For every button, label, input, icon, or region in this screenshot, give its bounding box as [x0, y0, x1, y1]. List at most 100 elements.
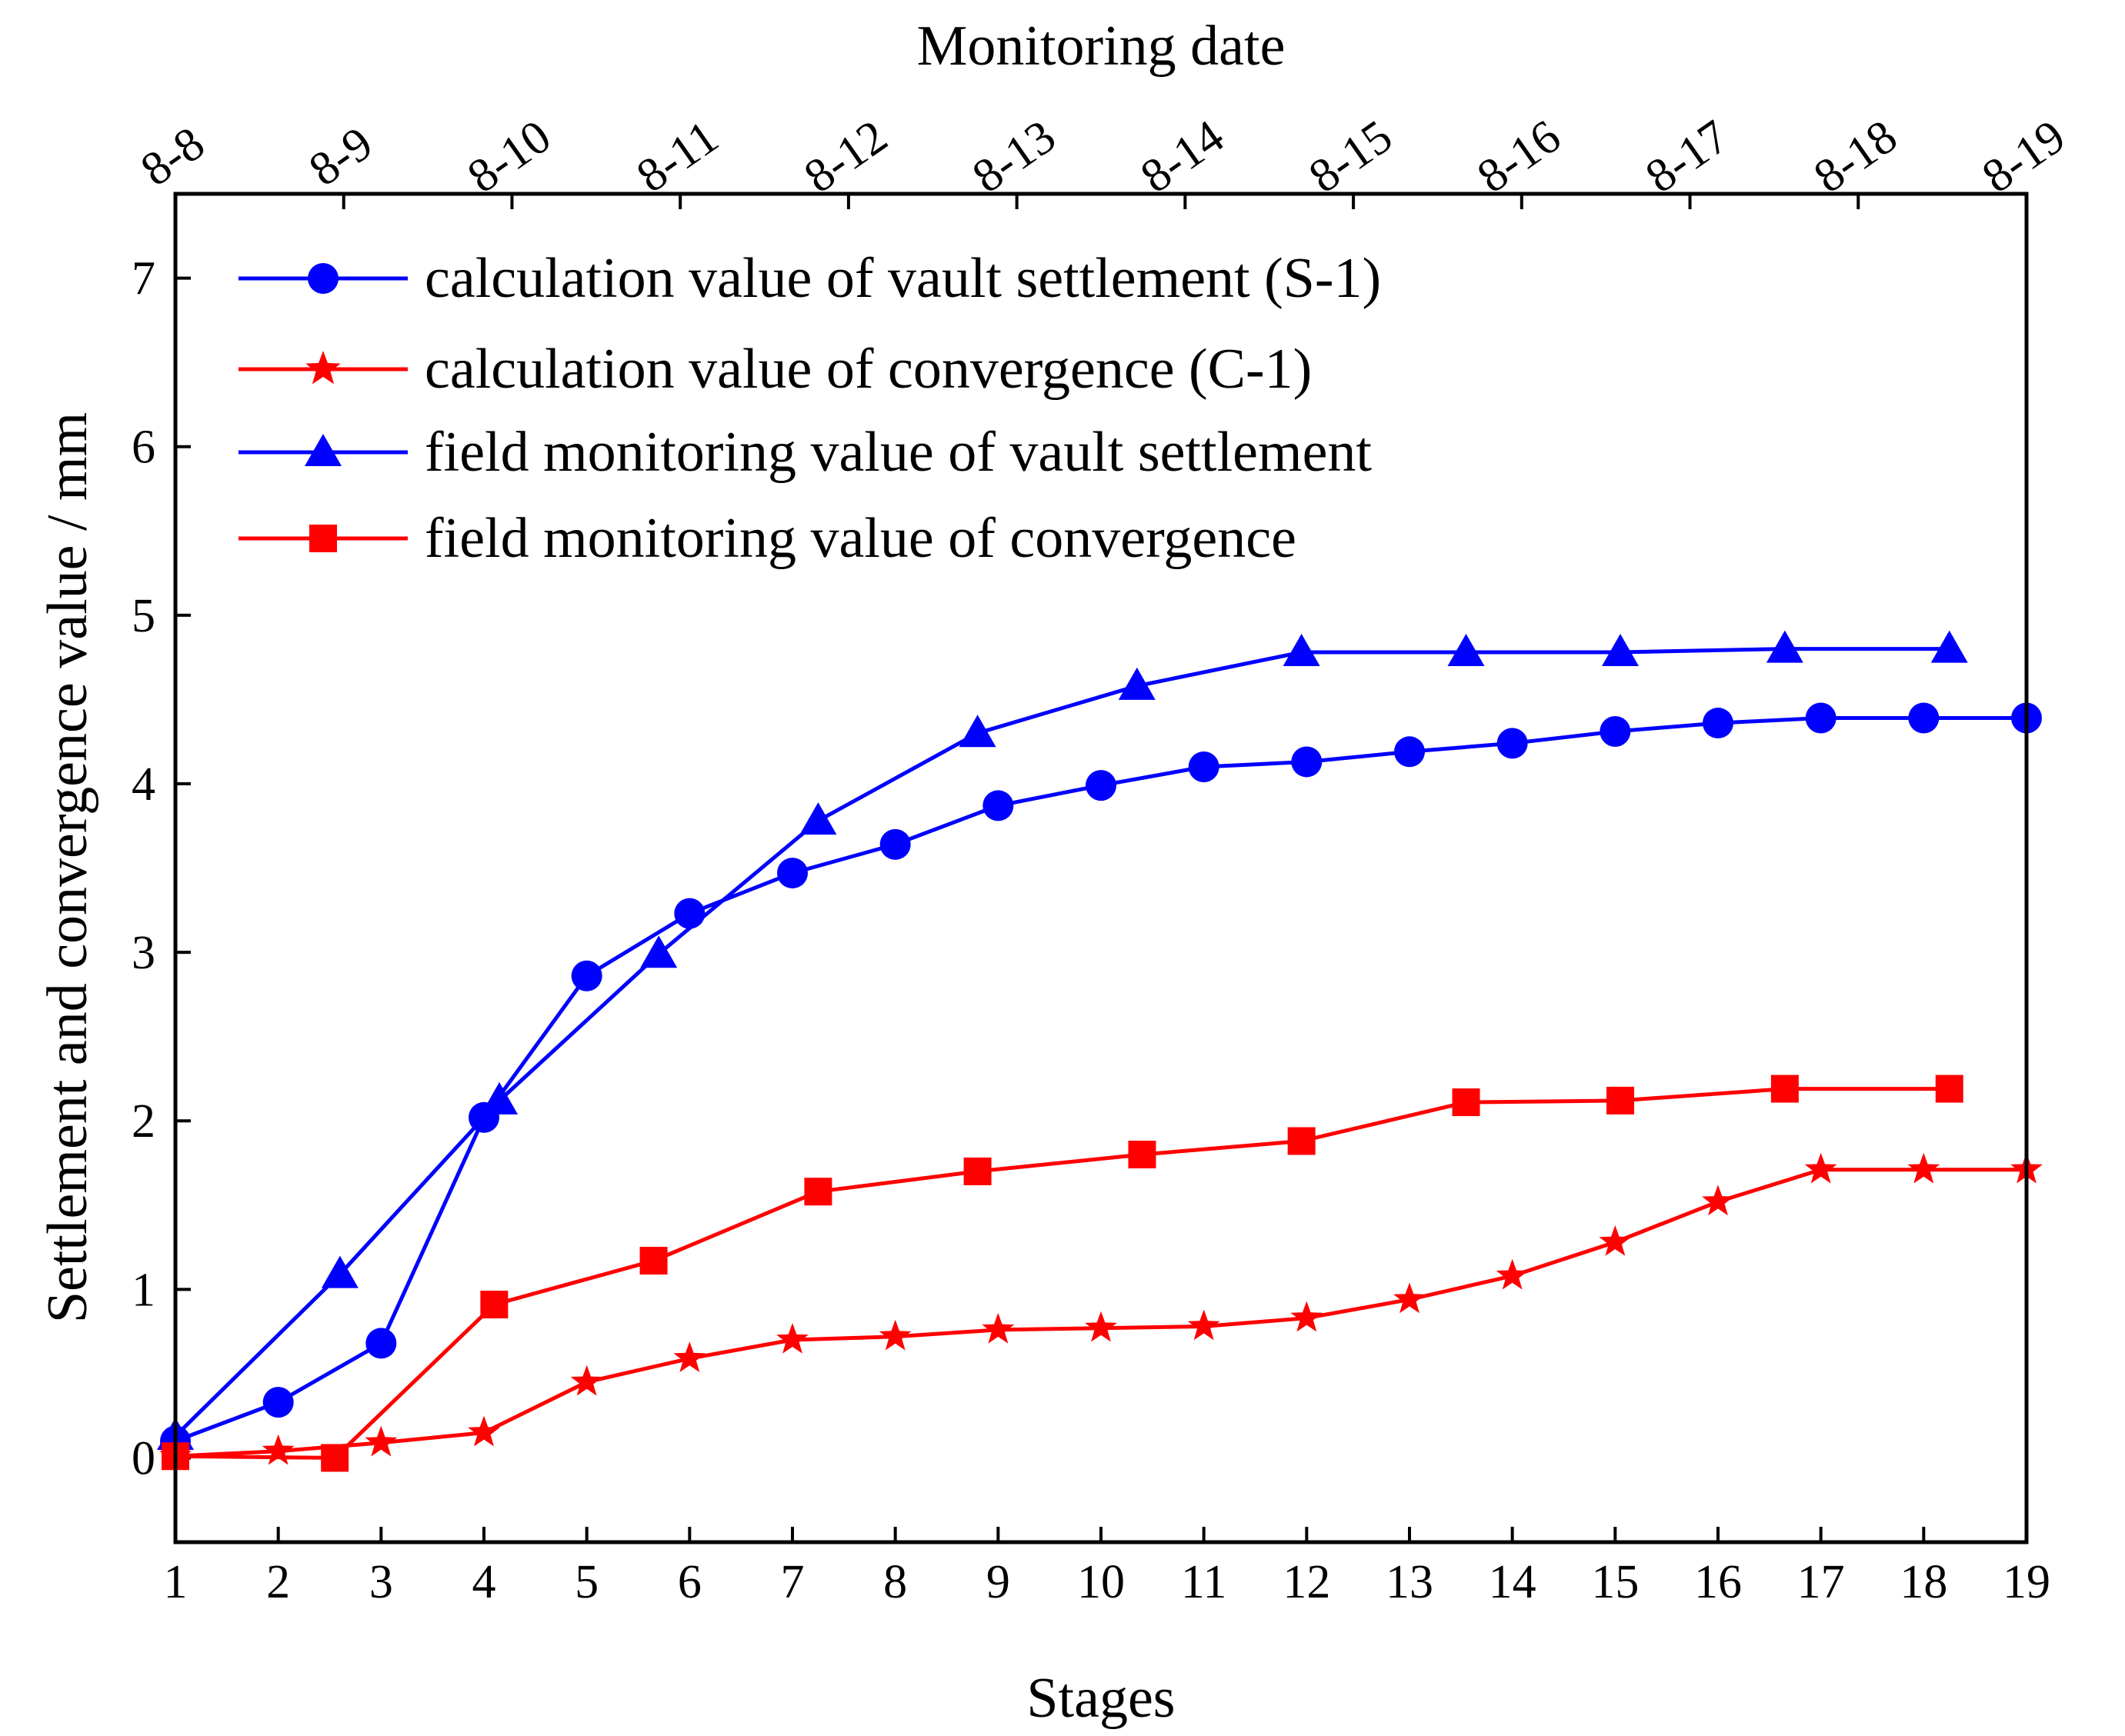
- data-point-triangle: [640, 935, 678, 968]
- data-point-triangle: [1447, 634, 1485, 667]
- legend-marker-circle: [308, 263, 339, 294]
- top-tick-label: 8-11: [628, 111, 728, 203]
- x-tick-label: 17: [1797, 1556, 1845, 1608]
- data-point-circle: [674, 898, 706, 929]
- data-point-circle: [1496, 728, 1528, 759]
- x-tick-label: 19: [2003, 1556, 2050, 1608]
- data-point-triangle: [1766, 630, 1803, 663]
- data-point-star: [1290, 1301, 1323, 1332]
- legend-label-convergence-calc: calculation value of convergence (C-1): [425, 338, 1312, 401]
- data-point-star: [1702, 1185, 1734, 1216]
- data-point-circle: [1703, 708, 1733, 739]
- data-point-triangle: [959, 715, 996, 748]
- x-tick-label: 9: [986, 1556, 1010, 1608]
- data-point-circle: [1805, 702, 1836, 734]
- data-point-triangle: [1283, 634, 1320, 667]
- x-tick-label: 3: [369, 1556, 393, 1608]
- data-point-star: [1085, 1311, 1117, 1342]
- data-point-star: [468, 1415, 500, 1447]
- top-tick-label: 8-10: [459, 110, 560, 203]
- x-tick-label: 1: [164, 1556, 188, 1608]
- x-tick-label: 15: [1591, 1556, 1639, 1608]
- legend-box: [231, 231, 1693, 585]
- top-tick-label: 8-16: [1468, 110, 1570, 203]
- legend-label-convergence-field: field monitoring value of convergence: [425, 507, 1296, 570]
- top-axis-title: Monitoring date: [917, 15, 1286, 78]
- data-point-star: [1907, 1152, 1940, 1184]
- y-axis-title: Settlement and convergence value / mm: [36, 412, 99, 1323]
- data-point-triangle: [1118, 667, 1156, 700]
- plot-frame: [173, 192, 2029, 1544]
- data-point-square: [963, 1157, 992, 1185]
- data-point-star: [1496, 1258, 1529, 1290]
- top-tick-label: 8-17: [1636, 110, 1738, 203]
- x-tick-label: 12: [1283, 1556, 1330, 1608]
- legend-entry-convergence-calc: calculation value of convergence (C-1): [239, 338, 1312, 401]
- data-point-triangle: [1602, 634, 1640, 667]
- series-square: [162, 1075, 1963, 1472]
- data-point-square: [804, 1178, 832, 1206]
- data-point-circle: [1394, 736, 1425, 768]
- top-tick-label: 8-13: [963, 110, 1065, 203]
- x-tick-label: 11: [1181, 1556, 1227, 1608]
- series-line-square: [175, 1087, 1950, 1460]
- data-point-square: [1606, 1086, 1635, 1115]
- y-tick-label: 3: [132, 927, 155, 979]
- data-point-circle: [262, 1387, 294, 1418]
- x-tick-label: 18: [1900, 1556, 1947, 1608]
- data-point-circle: [1086, 770, 1116, 801]
- x-tick-label: 16: [1694, 1556, 1742, 1608]
- y-tick-label: 0: [132, 1432, 155, 1484]
- series-star: [159, 1152, 2043, 1470]
- legend-entry-settlement-field: field monitoring value of vault settleme…: [239, 421, 1372, 484]
- x-tick-label: 8: [883, 1556, 907, 1608]
- series-circle: [160, 702, 2042, 1457]
- data-point-square: [1452, 1088, 1480, 1117]
- data-point-circle: [1291, 746, 1323, 778]
- data-point-star: [1393, 1282, 1426, 1314]
- data-point-square: [321, 1444, 349, 1472]
- y-tick-label: 1: [132, 1264, 155, 1316]
- data-point-triangle: [481, 1081, 519, 1115]
- data-point-circle: [982, 790, 1014, 821]
- data-point-star: [776, 1323, 809, 1354]
- data-point-star: [1599, 1225, 1632, 1256]
- data-point-circle: [571, 960, 602, 991]
- y-tick-label: 2: [132, 1095, 155, 1148]
- x-tick-label: 7: [781, 1556, 805, 1608]
- x-tick-label: 4: [472, 1556, 496, 1608]
- data-point-circle: [777, 858, 808, 889]
- data-point-circle: [365, 1328, 397, 1359]
- data-point-circle: [1600, 716, 1631, 748]
- data-point-star: [879, 1319, 912, 1351]
- data-point-square: [1935, 1075, 1963, 1103]
- x-tick-label: 5: [575, 1556, 599, 1608]
- legend-entry-convergence-field: field monitoring value of convergence: [239, 507, 1296, 570]
- legend-label-settlement-calc: calculation value of vault settlement (S…: [425, 247, 1381, 310]
- x-tick-label: 6: [678, 1556, 702, 1608]
- data-point-star: [982, 1312, 1015, 1344]
- x-tick-label: 14: [1489, 1556, 1536, 1608]
- legend: calculation value of vault settlement (S…: [231, 231, 1693, 585]
- legend-marker-square: [309, 525, 337, 552]
- data-point-triangle: [321, 1255, 359, 1288]
- data-point-circle: [1188, 751, 1219, 783]
- top-tick-label: 8-12: [795, 110, 896, 203]
- data-point-star: [1804, 1152, 1837, 1184]
- data-point-square: [639, 1247, 668, 1275]
- series-triangle: [157, 630, 1968, 1450]
- legend-marker-triangle: [305, 434, 342, 466]
- chart-series-layer: [157, 630, 2043, 1472]
- top-tick-label: 8-9: [300, 117, 382, 196]
- data-point-star: [673, 1341, 706, 1372]
- data-point-square: [1287, 1127, 1316, 1155]
- top-tick-label: 8-14: [1132, 110, 1233, 203]
- legend-label-settlement-field: field monitoring value of vault settleme…: [425, 421, 1372, 484]
- y-tick-label: 6: [132, 422, 155, 474]
- data-point-star: [365, 1425, 398, 1457]
- series-line-triangle: [174, 647, 1950, 1438]
- x-tick-label: 10: [1077, 1556, 1125, 1608]
- data-point-square: [1128, 1141, 1156, 1169]
- legend-entry-settlement-calc: calculation value of vault settlement (S…: [239, 247, 1381, 310]
